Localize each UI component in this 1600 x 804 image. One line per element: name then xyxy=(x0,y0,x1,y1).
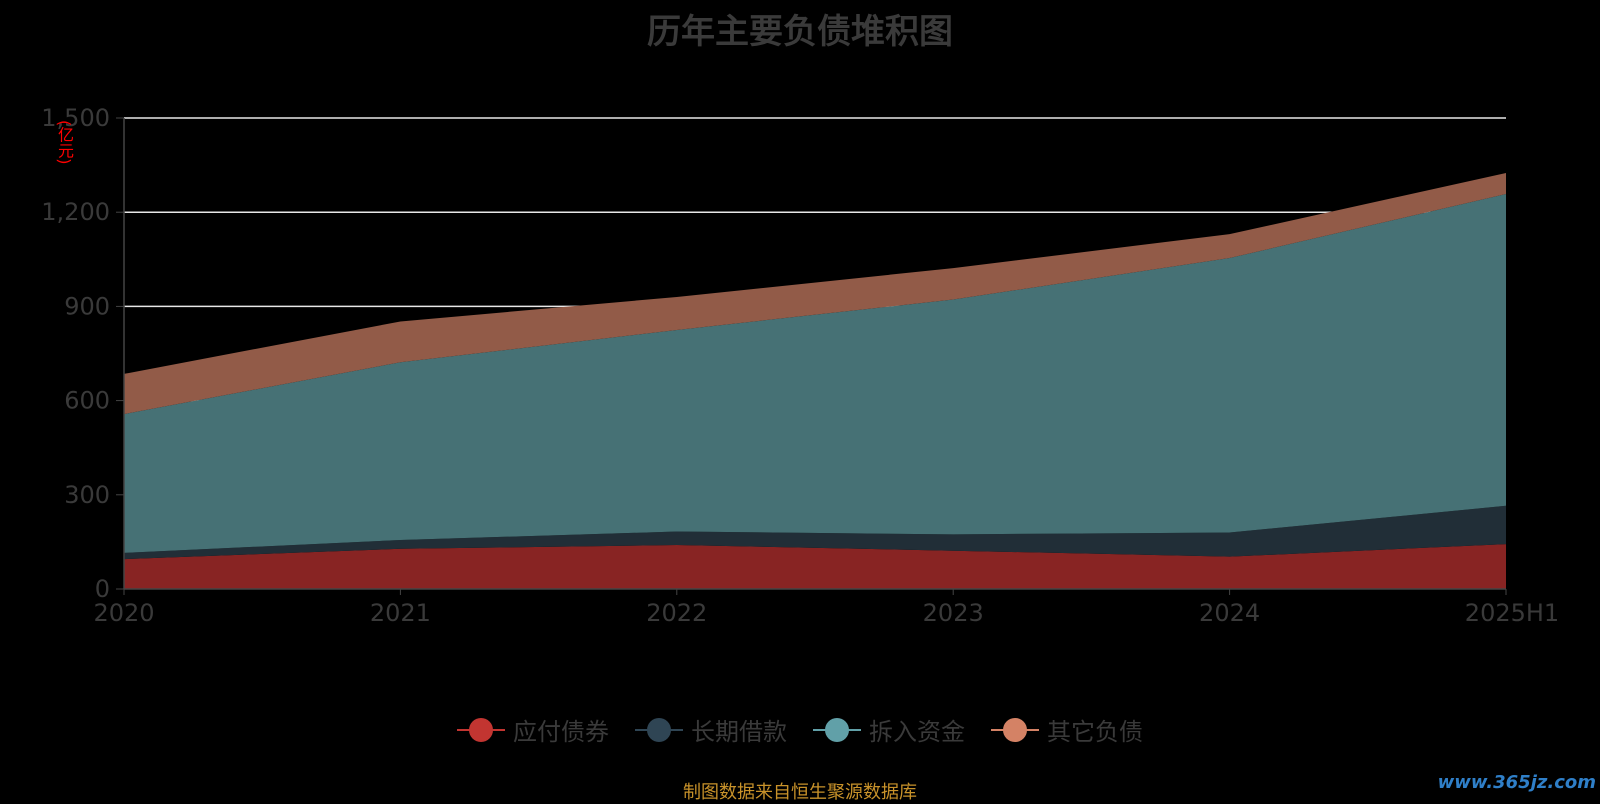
y-tick-label: 1,500 xyxy=(41,104,110,132)
y-tick-label: 600 xyxy=(64,387,110,415)
legend-swatch-icon xyxy=(635,717,683,742)
legend-swatch-icon xyxy=(457,717,505,742)
legend-item[interactable]: 长期借款 xyxy=(635,712,787,747)
chart-title: 历年主要负债堆积图 xyxy=(647,12,953,52)
legend-label: 应付债券 xyxy=(513,718,609,746)
x-tick-label: 2024 xyxy=(1199,599,1260,627)
area-series-其它负债 xyxy=(124,172,1506,415)
y-tick-label: 900 xyxy=(64,292,110,320)
watermark[interactable]: www.365jz.com xyxy=(1437,772,1596,793)
x-tick-label: 2025H1 xyxy=(1465,599,1559,627)
legend-swatch-icon xyxy=(991,717,1039,742)
axes: 0 300 600 900 1,200 1,500 2020 2021 2022 2023 2024… xyxy=(41,104,1559,627)
area-series-应付债券 xyxy=(124,544,1506,589)
legend-label: 其它负债 xyxy=(1047,718,1143,746)
y-axis-unit-label: (亿元) xyxy=(55,120,74,165)
x-tick-label: 2021 xyxy=(370,599,431,627)
legend-item[interactable]: 应付债券 xyxy=(457,712,609,747)
y-tick-label: 1,200 xyxy=(41,198,110,226)
legend-label: 拆入资金 xyxy=(869,718,965,746)
area-series-长期借款 xyxy=(124,505,1506,560)
area-series xyxy=(124,172,1506,589)
legend-label: 长期借款 xyxy=(691,718,787,746)
area-series-拆入资金 xyxy=(124,193,1506,553)
y-tick-label: 0 xyxy=(95,575,110,603)
legend: 应付债券 长期借款 拆入资金 其它负债 xyxy=(0,712,1600,747)
x-tick-label: 2023 xyxy=(923,599,984,627)
x-tick-label: 2020 xyxy=(93,599,154,627)
data-source-note: 制图数据来自恒生聚源数据库 xyxy=(683,782,917,803)
legend-item[interactable]: 拆入资金 xyxy=(813,712,965,747)
legend-item[interactable]: 其它负债 xyxy=(991,712,1143,747)
x-tick-label: 2022 xyxy=(646,599,707,627)
legend-swatch-icon xyxy=(813,717,861,742)
y-tick-label: 300 xyxy=(64,481,110,509)
